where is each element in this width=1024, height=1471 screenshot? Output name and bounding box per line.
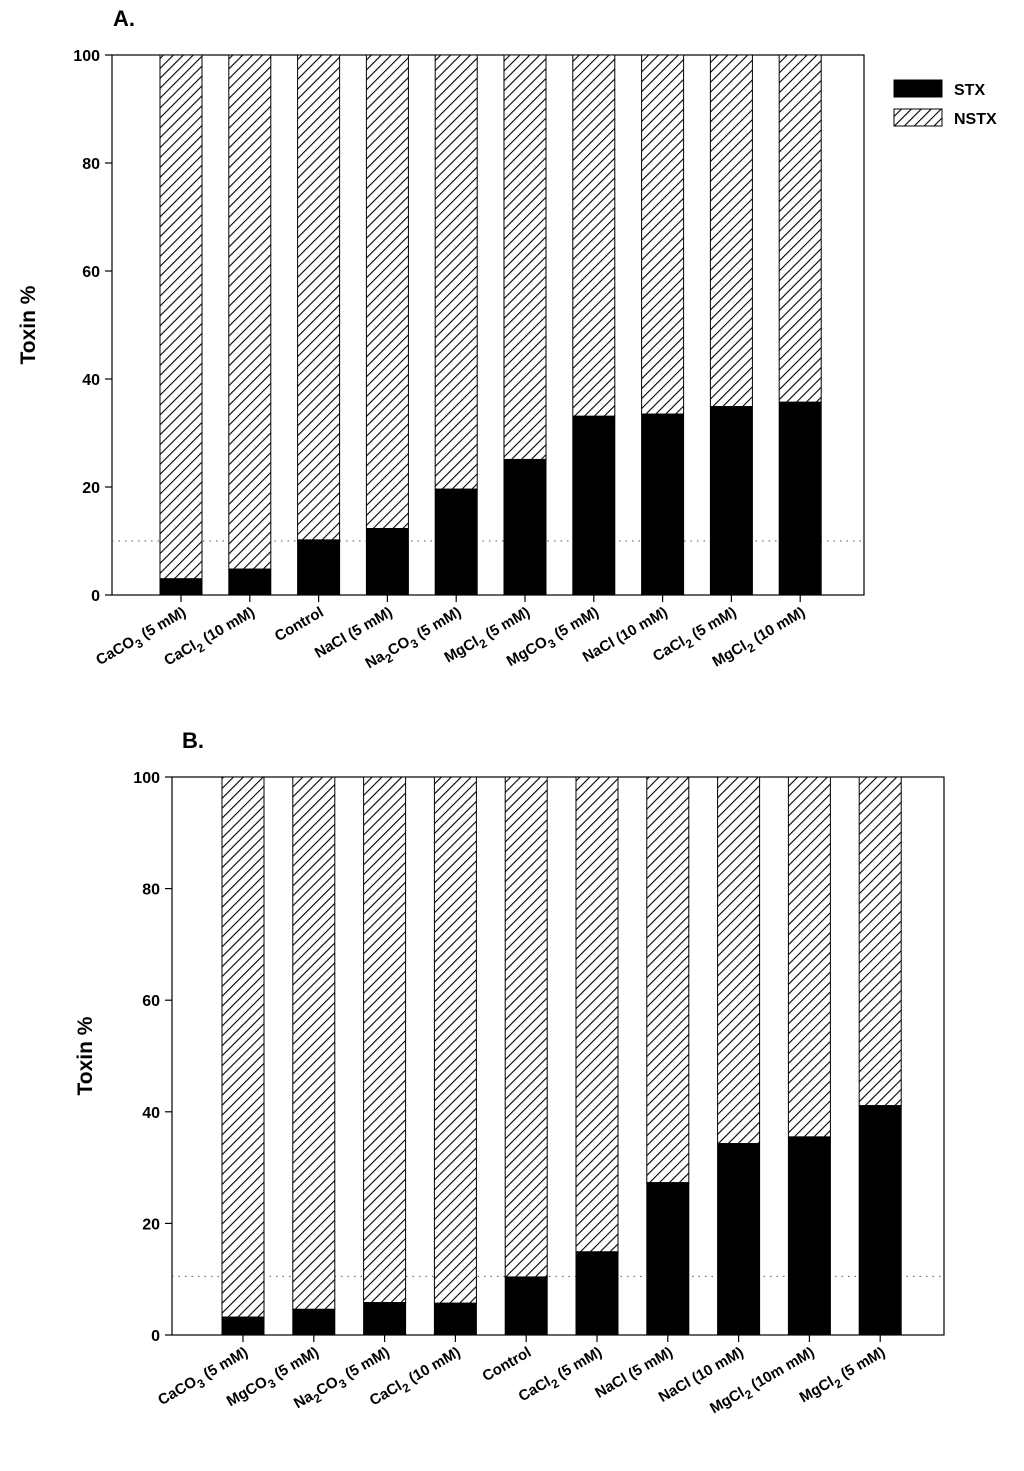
panel-b-y-tick-label-4: 80: [142, 882, 160, 899]
panel-b-bar-nstx-1: [292, 776, 336, 1310]
panel-a-bar-nstx-1: [228, 54, 272, 570]
panel-a-bar-nstx-2: [297, 54, 341, 541]
panel-b-bar-stx-9: [858, 1105, 902, 1336]
panel-a-bar-nstx-0: [159, 54, 203, 580]
panel-a-y-axis-title: Toxin %: [17, 285, 40, 364]
panel-b-bar-stx-6: [646, 1182, 690, 1336]
panel-b-y-tick-label-0: 0: [151, 1328, 160, 1345]
panel-b-y-tick-label-1: 20: [142, 1216, 160, 1233]
panel-a-bar-stx-8: [709, 406, 753, 596]
legend-nstx-swatch: [893, 108, 943, 127]
panel-b-bar-stx-4: [504, 1276, 548, 1336]
panel-a-bar-stx-1: [228, 568, 272, 596]
panel-a-bar-stx-4: [434, 488, 478, 596]
legend-stx-label: STX: [954, 82, 985, 99]
panel-a-bar-nstx-5: [503, 54, 547, 460]
panel-b-y-tick-label-2: 40: [142, 1105, 160, 1122]
panel-a-bar-nstx-4: [434, 54, 478, 490]
panel-b-bar-nstx-6: [646, 776, 690, 1184]
panel-a-y-tick-label-2: 40: [82, 372, 100, 389]
panel-b-bar-nstx-5: [575, 776, 619, 1253]
panel-b-bar-stx-7: [717, 1143, 761, 1336]
panel-b-label: B.: [182, 728, 204, 753]
panel-b-y-tick-label-3: 60: [142, 993, 160, 1010]
panel-b-bar-nstx-0: [221, 776, 265, 1318]
panel-b-bar-stx-8: [787, 1136, 831, 1336]
legend-nstx-label: NSTX: [954, 111, 997, 128]
panel-b-bar-stx-1: [292, 1308, 336, 1336]
panel-b-x-label-4: Control: [480, 1344, 535, 1385]
legend-stx-swatch: [893, 79, 943, 98]
panel-b-bar-stx-5: [575, 1251, 619, 1336]
panel-a-y-tick-label-0: 0: [91, 588, 100, 605]
panel-a-bar-nstx-7: [641, 54, 685, 415]
panel-b-bar-stx-2: [363, 1302, 407, 1336]
panel-a-bar-stx-9: [778, 401, 822, 596]
panel-a-bar-stx-3: [365, 528, 409, 596]
panel-b-bar-nstx-9: [858, 776, 902, 1107]
panel-a-bar-stx-6: [572, 415, 616, 596]
panel-b-y-axis-title: Toxin %: [74, 1016, 97, 1095]
panel-a-y-tick-label-1: 20: [82, 480, 100, 497]
panel-a-label: A.: [113, 6, 135, 31]
panel-a-y-tick-label-5: 100: [73, 48, 100, 65]
panel-b-bar-nstx-8: [787, 776, 831, 1138]
panel-a-y-tick-label-4: 80: [82, 156, 100, 173]
panel-a-bar-stx-5: [503, 458, 547, 596]
panel-a-bar-nstx-8: [709, 54, 753, 408]
panel-b-bar-stx-3: [433, 1302, 477, 1336]
panel-b-bar-stx-0: [221, 1316, 265, 1336]
panel-a-bar-nstx-6: [572, 54, 616, 417]
panel-b-plot-frame: [171, 776, 945, 1336]
panel-a-bar-nstx-3: [365, 54, 409, 530]
panel-b-bar-nstx-3: [433, 776, 477, 1304]
panel-a-bar-stx-0: [159, 578, 203, 596]
panel-b-bar-nstx-2: [363, 776, 407, 1304]
panel-a-bar-nstx-9: [778, 54, 822, 403]
panel-a-bar-stx-7: [641, 413, 685, 596]
panel-b-y-tick-label-5: 100: [133, 770, 160, 787]
panel-a-y-tick-label-3: 60: [82, 264, 100, 281]
legend: STX NSTX: [893, 79, 997, 128]
panel-a-plot-frame: [111, 54, 865, 596]
panel-a-x-label-2: Control: [272, 604, 327, 645]
panel-b-bar-nstx-4: [504, 776, 548, 1278]
panel-b-bar-nstx-7: [717, 776, 761, 1145]
panel-a-bar-stx-2: [297, 539, 341, 596]
